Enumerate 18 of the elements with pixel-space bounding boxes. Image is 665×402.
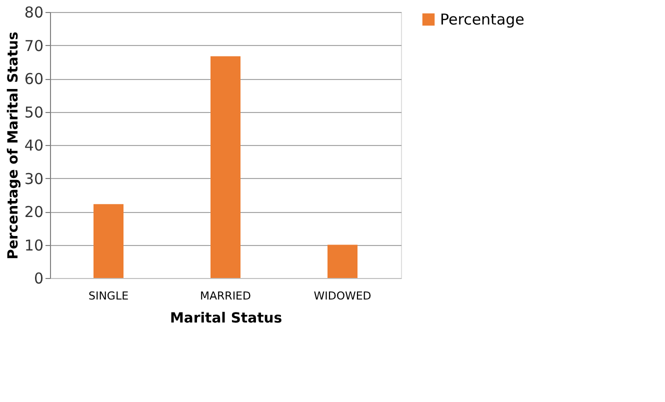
x-tick-label: SINGLE (88, 290, 129, 302)
legend-label: Percentage (440, 10, 524, 28)
y-tick-label: 60 (24, 70, 44, 88)
x-axis-title: Marital Status (170, 310, 282, 326)
y-tick-label: 80 (24, 4, 44, 22)
y-tick-label: 20 (24, 203, 44, 221)
y-tick-label: 0 (34, 270, 44, 288)
x-tick-label: WIDOWED (314, 290, 372, 302)
x-tick-label: MARRIED (200, 290, 251, 302)
bar (210, 56, 240, 278)
y-tick-label: 50 (24, 103, 44, 122)
y-tick-label: 70 (24, 36, 44, 55)
y-tick-label: 40 (24, 136, 44, 154)
y-axis-title: Percentage of Marital Status (5, 32, 22, 260)
bar (94, 204, 124, 278)
y-tick-label: 10 (24, 236, 44, 254)
bar (328, 244, 358, 278)
y-tick-label: 30 (24, 170, 44, 188)
